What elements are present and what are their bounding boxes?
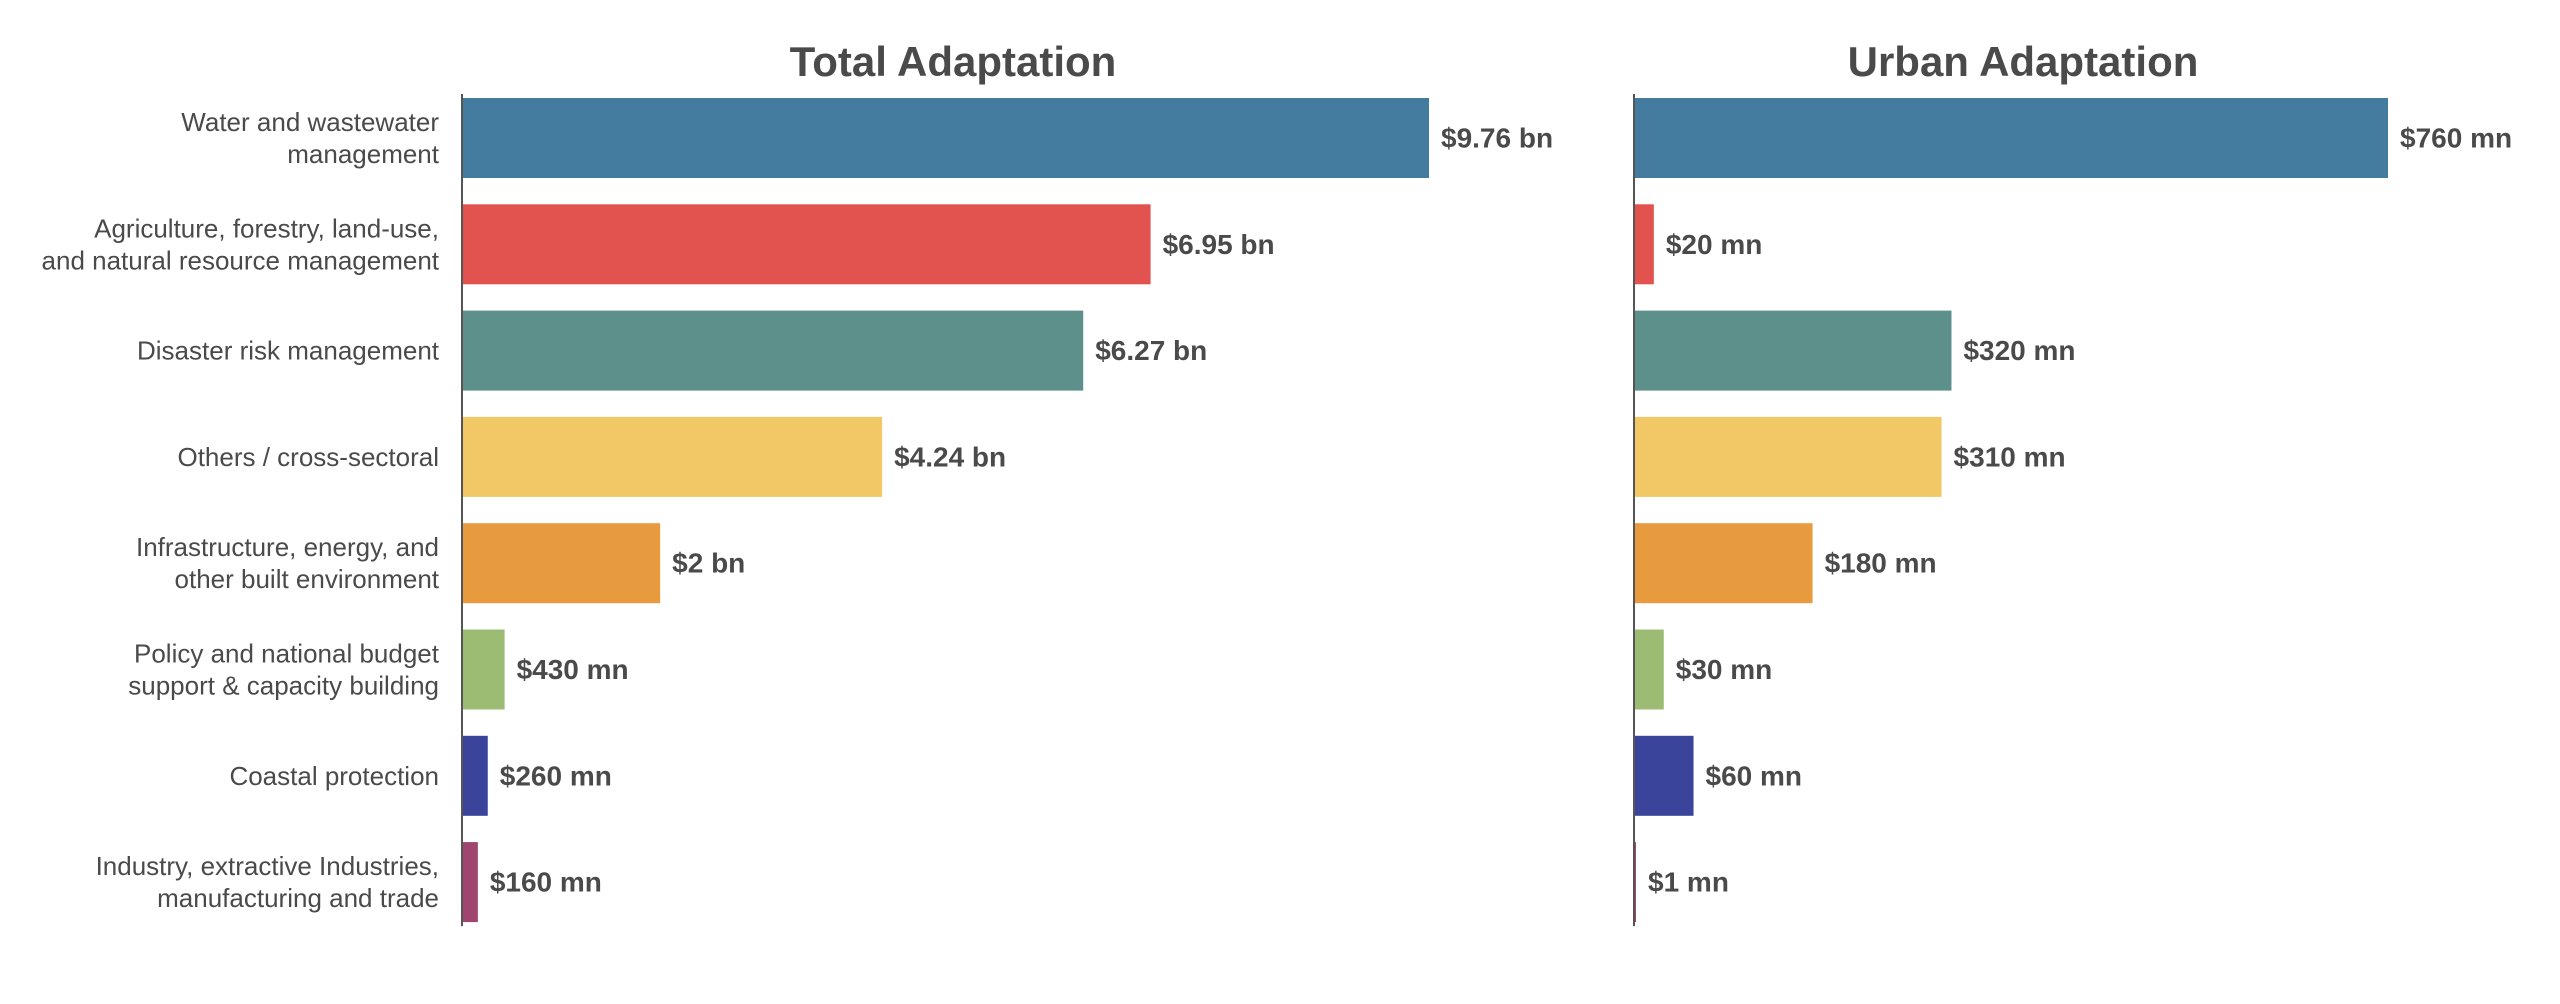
- category-label-5: Policy and national budget support & capa…: [128, 639, 440, 701]
- category-label-7: Industry, extractive Industries, manufact…: [96, 851, 439, 913]
- category-label-3: Others / cross-sectoral: [177, 442, 439, 472]
- total-bar-6: [462, 735, 488, 816]
- total-value-label-2: $6.27 bn: [1095, 335, 1207, 366]
- urban-adaptation-panel: $760 mn $20 mn $320 mn $310 mn $180 mn $30 mn…: [1633, 94, 2512, 927]
- total-value-label-7: $160 mn: [490, 867, 602, 898]
- category-label-6: Coastal protection: [229, 761, 439, 791]
- urban-value-label-4: $180 mn: [1825, 548, 1937, 579]
- total-adaptation-title: Total Adaptation: [789, 38, 1117, 85]
- total-value-label-6: $260 mn: [500, 760, 612, 791]
- urban-bar-4: [1634, 523, 1813, 604]
- total-adaptation-panel: $9.76 bn Water and wastewater management $6…: [42, 94, 1553, 927]
- urban-value-label-1: $20 mn: [1666, 229, 1763, 260]
- total-bar-1: [462, 204, 1151, 285]
- total-bar-4: [462, 523, 661, 604]
- urban-bar-6: [1634, 735, 1694, 816]
- urban-value-label-2: $320 mn: [1963, 335, 2075, 366]
- category-label-4: Infrastructure, energy, and other built e…: [136, 532, 440, 594]
- total-value-label-3: $4.24 bn: [894, 441, 1006, 472]
- urban-bar-2: [1634, 310, 1952, 391]
- total-bar-7: [462, 842, 478, 923]
- urban-bar-5: [1634, 629, 1664, 710]
- total-value-label-1: $6.95 bn: [1163, 229, 1275, 260]
- urban-bar-0: [1634, 98, 2388, 178]
- urban-value-label-0: $760 mn: [2400, 123, 2512, 154]
- urban-value-label-7: $1 mn: [1648, 867, 1729, 898]
- urban-adaptation-title: Urban Adaptation: [1847, 38, 2199, 85]
- total-bar-2: [462, 310, 1084, 391]
- total-bar-0: [462, 98, 1429, 178]
- urban-bar-3: [1634, 416, 1942, 497]
- total-bar-3: [462, 416, 883, 497]
- urban-value-label-3: $310 mn: [1954, 441, 2066, 472]
- total-bar-5: [462, 629, 505, 710]
- category-label-1: Agriculture, forestry, land-use, and natu…: [42, 213, 440, 275]
- category-label-2: Disaster risk management: [137, 336, 440, 366]
- urban-value-label-6: $60 mn: [1706, 760, 1803, 791]
- total-value-label-4: $2 bn: [672, 548, 745, 579]
- urban-value-label-5: $30 mn: [1676, 654, 1773, 685]
- urban-bar-1: [1634, 204, 1654, 285]
- total-value-label-0: $9.76 bn: [1441, 123, 1553, 154]
- total-value-label-5: $430 mn: [517, 654, 629, 685]
- category-label-0: Water and wastewater management: [181, 107, 439, 169]
